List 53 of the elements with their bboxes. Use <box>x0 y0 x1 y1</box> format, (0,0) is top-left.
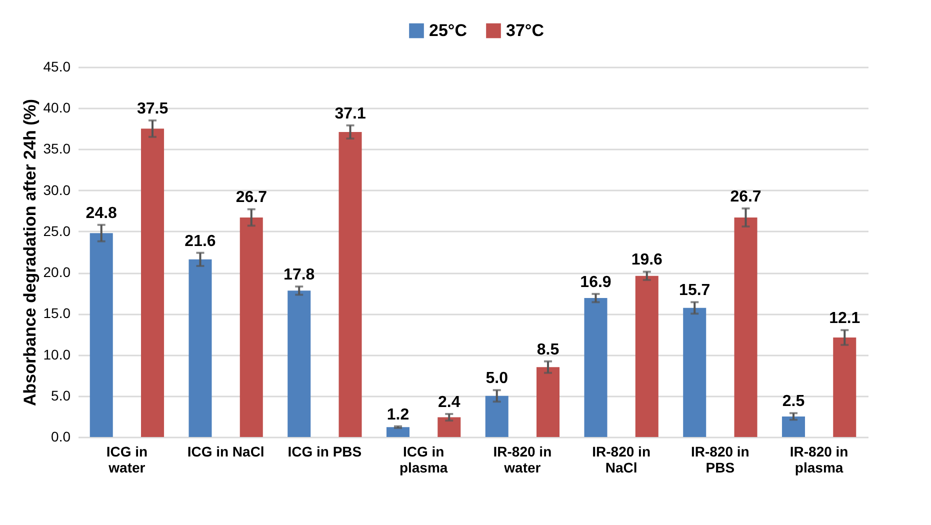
x-tick-label: IR-820 in water <box>493 444 552 476</box>
y-tick-label: 0.0 <box>51 428 71 444</box>
y-tick-label: 45.0 <box>43 58 71 74</box>
data-label: 24.8 <box>86 204 118 222</box>
data-label: 37.5 <box>136 100 168 118</box>
data-label: 1.2 <box>386 406 410 424</box>
bar <box>635 276 658 437</box>
y-tick-label: 15.0 <box>43 305 71 322</box>
bar <box>782 416 805 437</box>
bar <box>338 132 362 437</box>
bar <box>683 308 706 437</box>
data-label: 17.8 <box>284 266 315 284</box>
data-label: 26.7 <box>730 188 762 206</box>
legend-label: 25°C <box>429 20 467 40</box>
data-label: 15.7 <box>679 282 710 300</box>
y-tick-label: 5.0 <box>51 387 71 404</box>
data-label: 37.1 <box>334 105 366 122</box>
data-label: 21.6 <box>184 232 216 250</box>
bar <box>141 128 164 437</box>
y-tick-label: 25.0 <box>43 222 71 239</box>
data-label: 19.6 <box>631 252 663 269</box>
x-tick-label: ICG in NaCl <box>187 444 264 460</box>
bar <box>438 417 461 437</box>
y-tick-label: 35.0 <box>43 140 71 157</box>
bar <box>734 217 758 437</box>
bar <box>188 259 212 437</box>
data-label: 8.5 <box>536 341 560 358</box>
x-tick-label: ICG in PBS <box>288 444 362 460</box>
bar <box>386 427 410 437</box>
legend-label: 37°C <box>506 20 544 40</box>
data-label: 12.1 <box>829 310 860 328</box>
bar <box>90 233 113 437</box>
data-label: 26.7 <box>236 189 268 206</box>
bar <box>288 290 311 437</box>
data-label: 5.0 <box>486 370 508 388</box>
y-tick-label: 20.0 <box>43 264 71 280</box>
bar <box>240 217 263 437</box>
data-label: 16.9 <box>580 274 612 291</box>
x-tick-label: ICG in plasma <box>399 444 448 476</box>
y-axis-title: Absorbance degradation after 24h (%) <box>20 98 40 406</box>
data-label: 2.5 <box>782 393 805 410</box>
x-tick-label: IR-820 in plasma <box>790 444 848 476</box>
data-label: 2.4 <box>438 394 460 411</box>
bar <box>536 367 560 437</box>
bar <box>485 396 508 437</box>
bar <box>584 298 608 437</box>
y-tick-label: 10.0 <box>43 346 71 362</box>
x-tick-label: IR-820 in PBS <box>691 444 750 476</box>
bar <box>833 338 856 437</box>
y-tick-label: 30.0 <box>43 182 71 198</box>
y-tick-label: 40.0 <box>43 100 71 116</box>
x-tick-label: ICG in water <box>106 444 148 476</box>
x-tick-label: IR-820 in NaCl <box>592 444 650 476</box>
